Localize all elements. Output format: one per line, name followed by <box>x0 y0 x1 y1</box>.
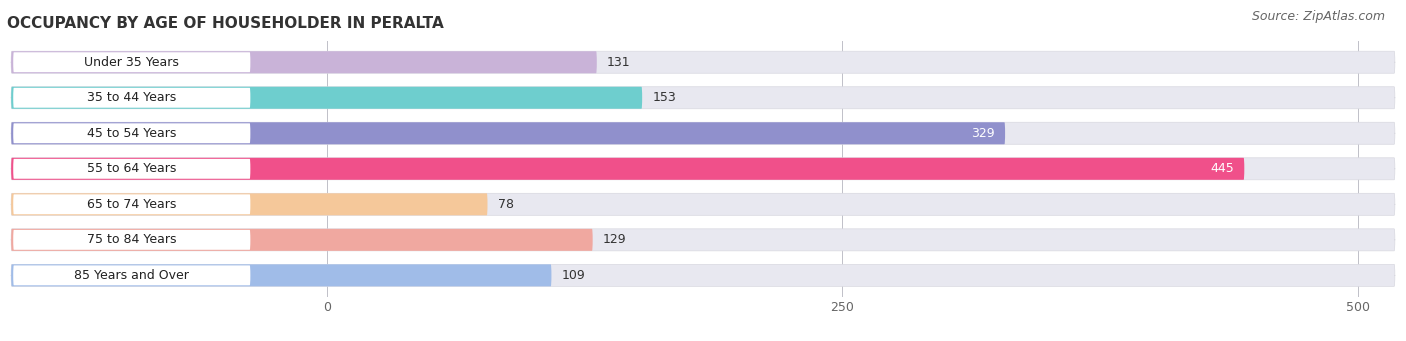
Text: 129: 129 <box>603 233 627 246</box>
FancyBboxPatch shape <box>11 193 488 215</box>
FancyBboxPatch shape <box>11 229 593 251</box>
Text: Under 35 Years: Under 35 Years <box>84 56 179 69</box>
Text: Source: ZipAtlas.com: Source: ZipAtlas.com <box>1251 10 1385 23</box>
FancyBboxPatch shape <box>11 158 1244 180</box>
FancyBboxPatch shape <box>11 264 551 286</box>
Text: 329: 329 <box>972 127 995 140</box>
FancyBboxPatch shape <box>11 229 1395 251</box>
FancyBboxPatch shape <box>13 194 250 214</box>
Text: 109: 109 <box>562 269 585 282</box>
FancyBboxPatch shape <box>13 230 250 250</box>
FancyBboxPatch shape <box>13 159 250 179</box>
FancyBboxPatch shape <box>11 122 1395 144</box>
FancyBboxPatch shape <box>11 51 1395 73</box>
FancyBboxPatch shape <box>13 88 250 108</box>
Text: 75 to 84 Years: 75 to 84 Years <box>87 233 177 246</box>
FancyBboxPatch shape <box>11 264 1395 286</box>
FancyBboxPatch shape <box>11 158 1395 180</box>
Text: 131: 131 <box>607 56 631 69</box>
Text: 445: 445 <box>1211 162 1234 175</box>
FancyBboxPatch shape <box>11 193 1395 215</box>
FancyBboxPatch shape <box>13 265 250 285</box>
FancyBboxPatch shape <box>11 87 1395 109</box>
Text: 65 to 74 Years: 65 to 74 Years <box>87 198 177 211</box>
Text: 78: 78 <box>498 198 513 211</box>
Text: OCCUPANCY BY AGE OF HOUSEHOLDER IN PERALTA: OCCUPANCY BY AGE OF HOUSEHOLDER IN PERAL… <box>7 16 444 31</box>
Text: 45 to 54 Years: 45 to 54 Years <box>87 127 177 140</box>
FancyBboxPatch shape <box>13 52 250 72</box>
FancyBboxPatch shape <box>11 51 596 73</box>
FancyBboxPatch shape <box>11 87 643 109</box>
Text: 55 to 64 Years: 55 to 64 Years <box>87 162 177 175</box>
Text: 153: 153 <box>652 91 676 104</box>
FancyBboxPatch shape <box>11 122 1005 144</box>
FancyBboxPatch shape <box>13 123 250 143</box>
Text: 35 to 44 Years: 35 to 44 Years <box>87 91 176 104</box>
Text: 85 Years and Over: 85 Years and Over <box>75 269 190 282</box>
